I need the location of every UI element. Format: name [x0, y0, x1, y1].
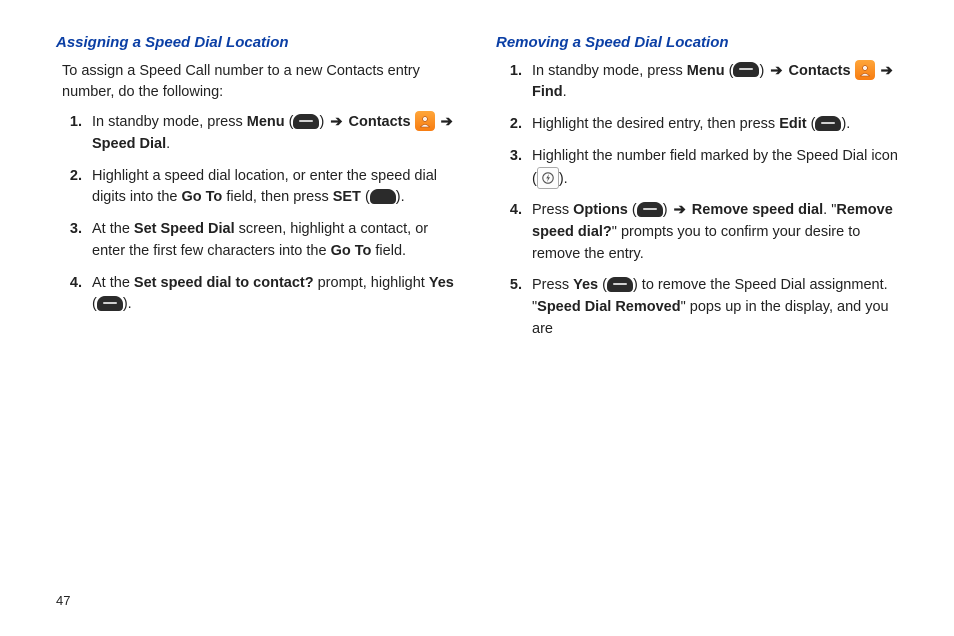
text: At the [92, 221, 134, 237]
left-step-2: Highlight a speed dial location, or ente… [86, 166, 458, 210]
arrow-icon: ➔ [441, 112, 453, 134]
label-contacts: Contacts [344, 114, 410, 130]
label-menu: Menu [247, 114, 285, 130]
text: In standby mode, press [92, 114, 247, 130]
right-step-3: Highlight the number field marked by the… [526, 146, 898, 190]
contacts-app-icon [415, 111, 435, 131]
contacts-app-icon [855, 60, 875, 80]
text: At the [92, 275, 134, 291]
text: ( [361, 189, 370, 205]
label-removed: Speed Dial Removed [537, 299, 680, 315]
speed-dial-icon [537, 167, 559, 189]
label-speed-dial: Speed Dial [92, 136, 166, 152]
left-step-3: At the Set Speed Dial screen, highlight … [86, 219, 458, 263]
text: Highlight the number field marked by the… [532, 148, 898, 187]
right-step-1: In standby mode, press Menu () ➔ Contact… [526, 61, 898, 105]
manual-page: Assigning a Speed Dial Location To assig… [0, 0, 954, 636]
arrow-icon: ➔ [881, 61, 893, 83]
softkey-icon [815, 116, 841, 131]
label-menu: Menu [687, 63, 725, 79]
text: Highlight the desired entry, then press [532, 116, 779, 132]
arrow-icon: ➔ [770, 61, 782, 83]
text: . [166, 136, 170, 152]
text: ) [663, 202, 672, 218]
label-set-speed-dial: Set Speed Dial [134, 221, 235, 237]
label-find: Find [532, 84, 563, 100]
arrow-icon: ➔ [330, 112, 342, 134]
label-contacts: Contacts [784, 63, 850, 79]
left-heading: Assigning a Speed Dial Location [56, 32, 458, 55]
text: ). [396, 189, 405, 205]
label-yes: Yes [429, 275, 454, 291]
text: ( [807, 116, 816, 132]
text: field, then press [222, 189, 332, 205]
text: In standby mode, press [532, 63, 687, 79]
text: ) [319, 114, 328, 130]
right-step-4: Press Options () ➔ Remove speed dial. "R… [526, 200, 898, 265]
softkey-icon [607, 277, 633, 292]
left-steps: In standby mode, press Menu () ➔ Contact… [56, 112, 458, 316]
label-goto: Go To [181, 189, 222, 205]
text: ( [598, 277, 607, 293]
arrow-icon: ➔ [674, 200, 686, 222]
label-yes: Yes [573, 277, 598, 293]
text: ). [123, 296, 132, 312]
softkey-blank-icon [370, 189, 396, 204]
softkey-icon [637, 202, 663, 217]
text: ( [628, 202, 637, 218]
softkey-icon [733, 62, 759, 77]
label-remove-speed-dial: Remove speed dial [688, 202, 823, 218]
softkey-icon [293, 114, 319, 129]
text: ( [725, 63, 734, 79]
right-heading: Removing a Speed Dial Location [496, 32, 898, 55]
text: prompt, highlight [314, 275, 429, 291]
right-step-2: Highlight the desired entry, then press … [526, 114, 898, 136]
label-goto: Go To [331, 243, 372, 259]
right-column: Removing a Speed Dial Location In standb… [496, 32, 898, 636]
text: ( [285, 114, 294, 130]
text: ) [759, 63, 768, 79]
label-set: SET [333, 189, 361, 205]
text: . [563, 84, 567, 100]
text: ). [559, 170, 568, 186]
text: ). [841, 116, 850, 132]
right-step-5: Press Yes () to remove the Speed Dial as… [526, 275, 898, 340]
label-options: Options [573, 202, 628, 218]
left-column: Assigning a Speed Dial Location To assig… [56, 32, 458, 636]
text: field. [371, 243, 406, 259]
label-edit: Edit [779, 116, 806, 132]
softkey-icon [97, 296, 123, 311]
label-prompt: Set speed dial to contact? [134, 275, 314, 291]
page-number: 47 [56, 593, 70, 608]
text: Press [532, 277, 573, 293]
right-steps: In standby mode, press Menu () ➔ Contact… [496, 61, 898, 341]
left-step-4: At the Set speed dial to contact? prompt… [86, 273, 458, 317]
left-intro: To assign a Speed Call number to a new C… [62, 61, 458, 105]
left-step-1: In standby mode, press Menu () ➔ Contact… [86, 112, 458, 156]
text: . " [823, 202, 836, 218]
text: Press [532, 202, 573, 218]
